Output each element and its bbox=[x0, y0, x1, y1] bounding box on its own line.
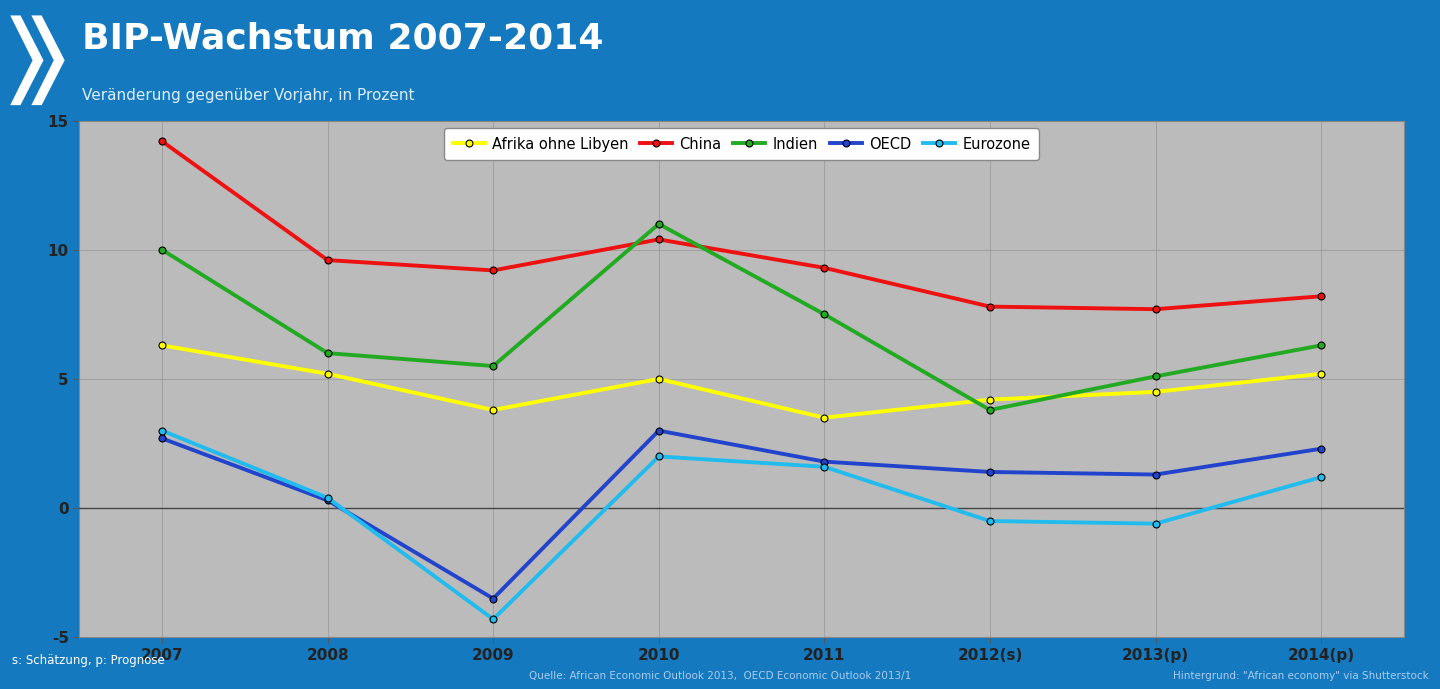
Afrika ohne Libyen bbox=[320, 369, 337, 378]
Afrika ohne Libyen bbox=[815, 413, 832, 422]
Eurozone bbox=[649, 452, 667, 460]
Line: Afrika ohne Libyen: Afrika ohne Libyen bbox=[158, 342, 1325, 421]
Afrika ohne Libyen bbox=[982, 395, 999, 404]
Line: OECD: OECD bbox=[158, 427, 1325, 602]
Text: Veränderung gegenüber Vorjahr, in Prozent: Veränderung gegenüber Vorjahr, in Prozen… bbox=[82, 88, 415, 103]
China bbox=[982, 302, 999, 311]
Afrika ohne Libyen bbox=[484, 406, 503, 414]
Afrika ohne Libyen bbox=[1146, 388, 1164, 396]
Line: China: China bbox=[158, 138, 1325, 313]
Indien bbox=[1146, 372, 1164, 380]
Text: Quelle: African Economic Outlook 2013,  OECD Economic Outlook 2013/1: Quelle: African Economic Outlook 2013, O… bbox=[528, 671, 912, 681]
Line: Indien: Indien bbox=[158, 220, 1325, 413]
OECD bbox=[649, 426, 667, 435]
Indien bbox=[320, 349, 337, 357]
Eurozone bbox=[484, 615, 503, 624]
Eurozone bbox=[320, 493, 337, 502]
OECD bbox=[484, 595, 503, 603]
Eurozone bbox=[1146, 520, 1164, 528]
China bbox=[153, 137, 171, 145]
Eurozone bbox=[1313, 473, 1331, 481]
Indien bbox=[1313, 341, 1331, 349]
OECD bbox=[982, 468, 999, 476]
Indien bbox=[815, 310, 832, 318]
OECD bbox=[320, 496, 337, 504]
Text: Hintergrund: "African economy" via Shutterstock: Hintergrund: "African economy" via Shutt… bbox=[1172, 671, 1428, 681]
Legend: Afrika ohne Libyen, China, Indien, OECD, Eurozone: Afrika ohne Libyen, China, Indien, OECD,… bbox=[444, 128, 1040, 161]
China bbox=[484, 266, 503, 274]
Line: Eurozone: Eurozone bbox=[158, 427, 1325, 623]
OECD bbox=[815, 457, 832, 466]
China bbox=[815, 264, 832, 272]
OECD bbox=[1313, 444, 1331, 453]
Text: BIP-Wachstum 2007-2014: BIP-Wachstum 2007-2014 bbox=[82, 21, 603, 55]
OECD bbox=[153, 434, 171, 442]
China bbox=[1313, 292, 1331, 300]
Eurozone bbox=[153, 426, 171, 435]
Polygon shape bbox=[10, 15, 43, 105]
Polygon shape bbox=[32, 15, 65, 105]
Indien bbox=[153, 245, 171, 254]
Eurozone bbox=[815, 463, 832, 471]
Afrika ohne Libyen bbox=[649, 375, 667, 383]
OECD bbox=[1146, 471, 1164, 479]
Indien bbox=[484, 362, 503, 370]
Afrika ohne Libyen bbox=[153, 341, 171, 349]
China bbox=[649, 235, 667, 243]
Indien bbox=[649, 220, 667, 228]
China bbox=[1146, 305, 1164, 313]
Eurozone bbox=[982, 517, 999, 525]
Indien bbox=[982, 406, 999, 414]
Afrika ohne Libyen bbox=[1313, 369, 1331, 378]
Text: s: Schätzung, p: Prognose: s: Schätzung, p: Prognose bbox=[12, 654, 164, 667]
China bbox=[320, 256, 337, 264]
